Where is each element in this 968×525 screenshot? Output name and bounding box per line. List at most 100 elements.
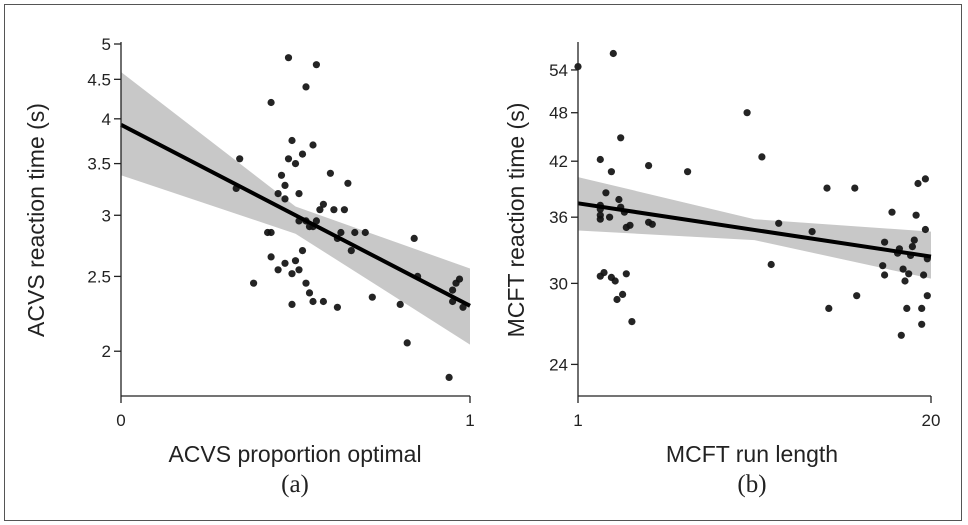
data-point	[596, 215, 604, 223]
data-point	[825, 304, 833, 312]
data-point	[596, 155, 604, 164]
data-point	[277, 171, 286, 179]
data-point	[281, 181, 289, 189]
data-point	[344, 179, 352, 187]
y-axis-label: MCFT reaction time (s)	[503, 103, 529, 338]
data-point	[312, 217, 320, 225]
x-tick-label: 1	[465, 411, 474, 430]
data-point	[879, 262, 887, 270]
data-point	[903, 304, 911, 312]
data-point	[905, 270, 913, 278]
data-point	[881, 271, 889, 279]
data-point	[628, 318, 636, 326]
data-point	[319, 297, 327, 306]
data-point	[910, 236, 918, 244]
regression-line	[577, 201, 932, 259]
data-point	[236, 155, 244, 163]
data-point	[609, 49, 617, 58]
data-point	[908, 243, 917, 251]
data-point	[305, 289, 314, 297]
data-point	[615, 195, 623, 204]
data-point	[298, 247, 307, 255]
data-point	[920, 271, 928, 279]
data-point	[606, 213, 614, 221]
y-tick-label: 24	[549, 355, 568, 374]
data-point	[918, 304, 926, 312]
regression-line	[120, 122, 471, 308]
x-tick-label: 0	[116, 411, 125, 430]
data-point	[309, 297, 317, 306]
data-point	[347, 247, 355, 255]
data-point	[312, 61, 320, 69]
data-point	[291, 160, 300, 168]
data-point	[250, 279, 258, 287]
y-axis-label: ACVS reaction time (s)	[23, 103, 49, 337]
data-point	[316, 206, 324, 214]
data-point	[337, 228, 345, 237]
y-tick-label: 2.5	[87, 267, 111, 286]
data-point	[851, 184, 859, 192]
data-point	[626, 221, 634, 229]
data-point	[295, 190, 303, 198]
data-point	[319, 200, 327, 208]
y-tick-label: 42	[549, 152, 568, 171]
data-point	[648, 220, 656, 228]
y-tick-label: 30	[549, 274, 568, 293]
data-point	[449, 286, 457, 294]
data-point	[888, 208, 896, 216]
data-point	[288, 136, 296, 145]
data-point	[302, 279, 310, 287]
panel-caption: (a)	[281, 471, 309, 498]
data-point	[396, 300, 404, 308]
data-point	[267, 228, 275, 237]
data-point	[823, 184, 831, 192]
data-point	[619, 290, 627, 298]
data-point	[897, 331, 905, 339]
scatter-points	[232, 54, 467, 381]
data-point	[274, 190, 282, 198]
data-point	[602, 189, 610, 197]
data-point	[617, 134, 625, 142]
data-point	[459, 303, 467, 311]
scatter-points	[574, 49, 931, 339]
data-point	[853, 292, 861, 300]
x-axis-label: ACVS proportion optimal	[168, 441, 421, 467]
y-tick-label: 48	[549, 104, 568, 123]
data-point	[309, 141, 317, 149]
data-point	[607, 168, 616, 176]
y-tick-label: 4	[102, 110, 111, 129]
data-point	[455, 275, 464, 283]
figure-frame	[4, 4, 962, 521]
data-point	[767, 260, 775, 269]
x-axis-label: MCFT run length	[666, 441, 838, 467]
data-point	[284, 155, 293, 163]
x-tick-label: 1	[573, 411, 582, 430]
data-point	[298, 150, 307, 158]
data-point	[923, 292, 931, 300]
y-tick-label: 36	[549, 208, 568, 227]
data-point	[351, 228, 359, 237]
panel-caption: (b)	[737, 471, 766, 498]
panel-a: 2 2.5 3 3.5 4 4.5 5 0 1 ACVS proportion optimal AC…	[23, 35, 475, 498]
x-tick-label: 20	[922, 411, 941, 430]
data-point	[288, 300, 296, 308]
data-point	[912, 211, 920, 219]
data-point	[921, 175, 930, 183]
data-point	[914, 179, 922, 188]
data-point	[361, 228, 369, 237]
y-tick-label: 54	[549, 61, 568, 80]
data-point	[743, 109, 751, 117]
y-tick-label: 2	[102, 342, 111, 361]
y-tick-label: 3	[102, 206, 111, 225]
data-point	[775, 219, 783, 227]
data-point	[340, 206, 348, 214]
data-point	[281, 259, 289, 267]
data-point	[333, 303, 341, 311]
data-point	[403, 339, 411, 347]
data-point	[901, 277, 909, 285]
data-point	[410, 234, 418, 242]
data-point	[918, 320, 926, 328]
y-tick-label: 4.5	[87, 70, 111, 89]
confidence-band	[578, 177, 931, 279]
